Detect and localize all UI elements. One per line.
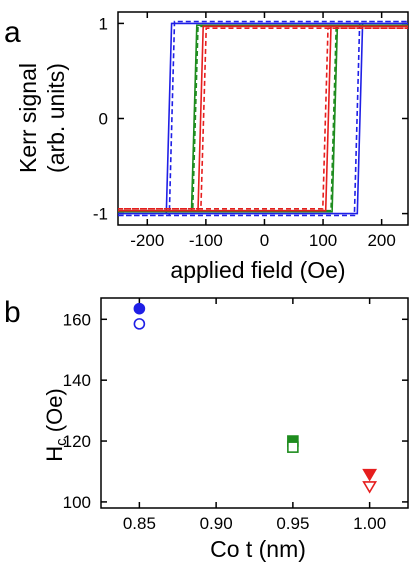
y-tick-label: 140 (63, 371, 91, 390)
panel-b-plot: 0.85 0.90 0.95 1.00 100 120 140 160 (63, 297, 409, 533)
x-tick-label: 100 (309, 231, 337, 250)
x-tick-label: 200 (367, 231, 395, 250)
loop-red-dashed (118, 27, 408, 210)
loop-green-dashed (118, 25, 408, 212)
panel-b-letter: b (4, 296, 21, 329)
point-circle-open (133, 318, 146, 330)
point-circle-filled (133, 302, 146, 315)
point-triangle-open (362, 481, 378, 494)
x-tick-label: -200 (130, 231, 164, 250)
x-tick-label: -100 (189, 231, 223, 250)
y-tick-label: 0 (99, 110, 108, 129)
hc-unit: (Oe) (42, 388, 67, 438)
x-tick-label: 0.85 (123, 514, 156, 533)
x-tick-label: 0.95 (276, 514, 309, 533)
y-tick-label: 160 (63, 310, 91, 329)
hc-sub: c (53, 438, 70, 446)
x-tick-label: 0.90 (200, 514, 233, 533)
y-tick-label: -1 (93, 205, 108, 224)
panel-a-xlabel: applied field (Oe) (170, 257, 345, 283)
panel-b-xlabel: Co t (nm) (210, 536, 306, 562)
loop-blue-dashed (118, 20, 408, 217)
loop-green-solid (118, 24, 408, 213)
panel-b-ylabel: Hc (Oe) (42, 388, 70, 462)
hc-main: H (42, 446, 67, 462)
loop-red-solid (118, 25, 408, 212)
point-square-open (287, 441, 299, 453)
x-tick-label: 1.00 (353, 514, 386, 533)
loop-blue-solid (118, 22, 408, 215)
panel-a-letter: a (4, 16, 21, 49)
y-tick-label: 120 (63, 432, 91, 451)
panel-a-ylabel-line1: Kerr signal (15, 63, 41, 173)
plot-frame (117, 11, 409, 226)
y-tick-label: 1 (99, 14, 108, 33)
panel-a-plot: -200 -100 0 100 200 -1 0 1 (93, 11, 409, 250)
panel-a-ylabel-line2: (arb. units) (43, 63, 69, 173)
x-tick-label: 0 (260, 231, 269, 250)
point-triangle-filled (362, 468, 378, 482)
plot-frame (100, 297, 409, 509)
y-tick-label: 100 (63, 493, 91, 512)
